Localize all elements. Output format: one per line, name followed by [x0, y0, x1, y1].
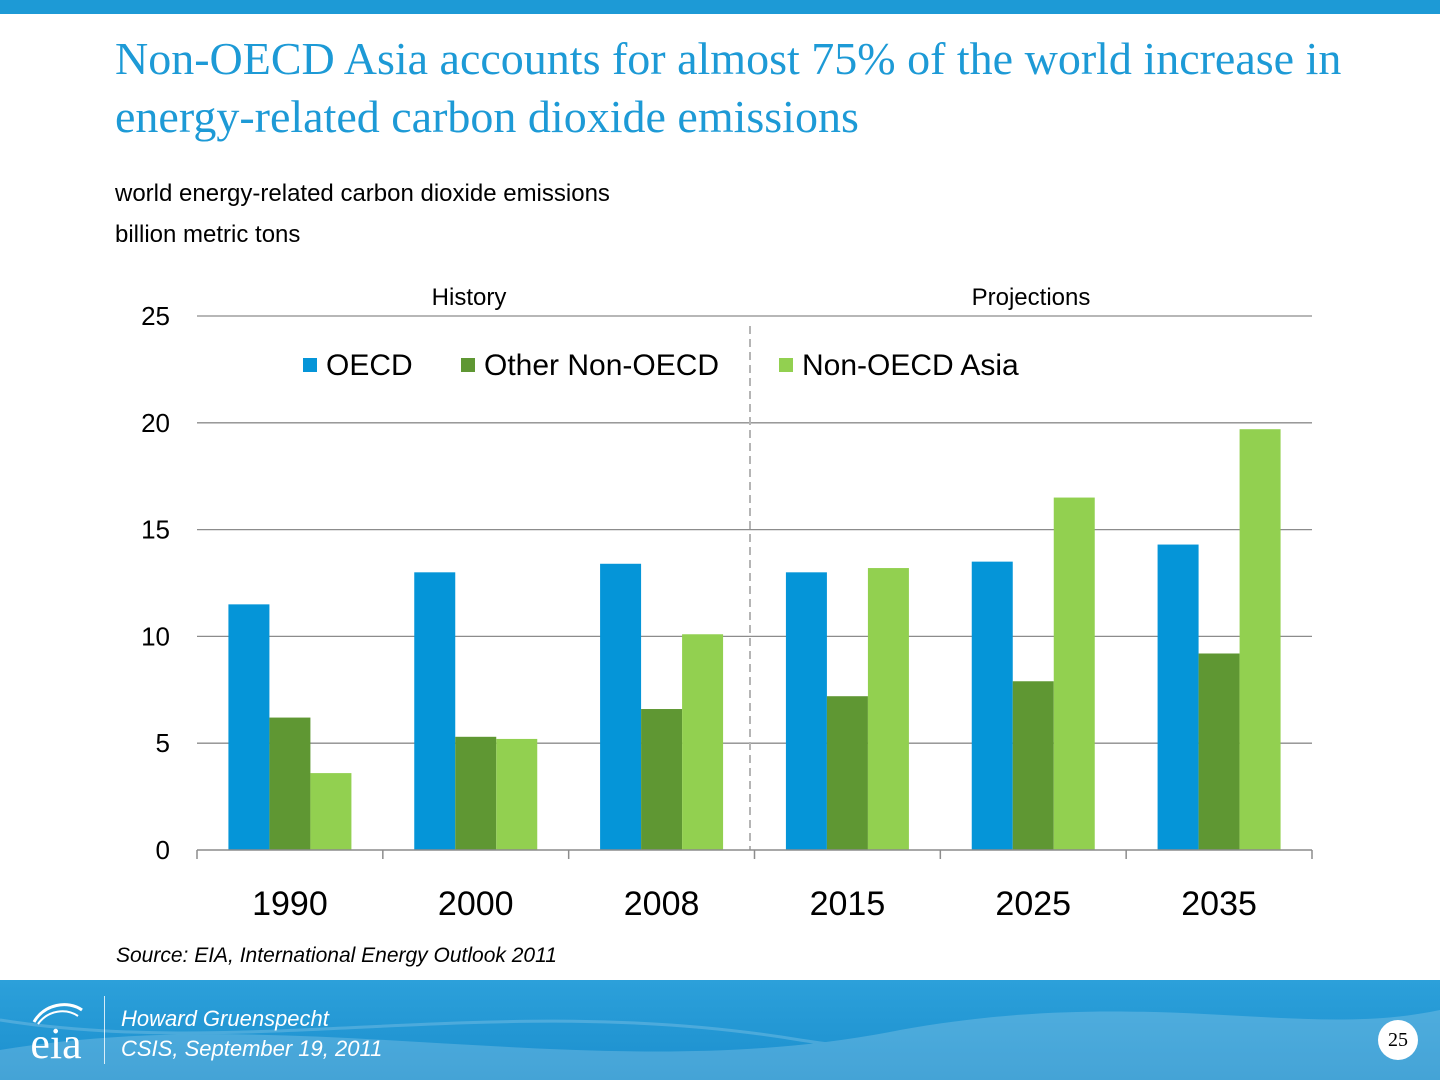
- legend-label: Non-OECD Asia: [802, 349, 1019, 382]
- legend-label: OECD: [326, 349, 413, 382]
- history-label: History: [432, 284, 507, 311]
- bar-non-oecd-asia-2008: [682, 634, 724, 850]
- bar-other-non-oecd-2008: [641, 709, 683, 850]
- bar-other-non-oecd-2035: [1198, 653, 1240, 850]
- bars: [228, 429, 1281, 850]
- logo-text: eia: [30, 1019, 82, 1068]
- bar-oecd-2008: [600, 563, 642, 850]
- legend-swatch: [779, 358, 793, 372]
- legend-label: Other Non-OECD: [484, 349, 719, 382]
- y-tick-label: 15: [141, 515, 170, 545]
- slide-title: Non-OECD Asia accounts for almost 75% of…: [115, 33, 1342, 142]
- eia-logo: eia: [16, 996, 96, 1066]
- footer-wave-pattern: [0, 1010, 1440, 1080]
- y-axis-labels: 0 5 10 15 20 25: [141, 301, 170, 865]
- y-tick-label: 20: [141, 408, 170, 438]
- top-accent-bar: [0, 0, 1440, 14]
- x-axis-labels: 1990 2000 2008 2015 2025 2035: [252, 885, 1257, 923]
- bar-non-oecd-asia-2000: [496, 738, 538, 850]
- x-tick-label: 1990: [252, 885, 328, 923]
- y-tick-label: 10: [141, 621, 170, 651]
- projections-label: Projections: [972, 284, 1091, 311]
- x-tick-label: 2025: [995, 885, 1071, 923]
- y-tick-label: 25: [141, 301, 170, 331]
- footer: eia Howard Gruenspecht CSIS, September 1…: [0, 980, 1440, 1080]
- chart-subtitle: world energy-related carbon dioxide emis…: [115, 180, 610, 207]
- bar-non-oecd-asia-2015: [867, 568, 909, 850]
- bar-non-oecd-asia-2025: [1053, 497, 1095, 850]
- y-tick-label: 5: [156, 728, 170, 758]
- bar-oecd-1990: [228, 604, 270, 850]
- x-tick-label: 2035: [1181, 885, 1257, 923]
- bar-other-non-oecd-1990: [269, 717, 311, 850]
- legend-swatch: [303, 358, 317, 372]
- bar-oecd-2000: [414, 572, 456, 850]
- bar-other-non-oecd-2000: [455, 736, 497, 850]
- presenter-name: Howard Gruenspecht: [121, 1006, 329, 1031]
- legend: OECD Other Non-OECD Non-OECD Asia: [303, 349, 1019, 382]
- x-tick-label: 2008: [624, 885, 700, 923]
- bar-other-non-oecd-2015: [826, 696, 868, 850]
- event-info: CSIS, September 19, 2011: [121, 1036, 383, 1061]
- logo-swoosh-icon: [32, 1003, 83, 1025]
- bar-oecd-2025: [971, 561, 1013, 850]
- source-note: Source: EIA, International Energy Outloo…: [116, 944, 557, 967]
- x-tick-label: 2015: [810, 885, 886, 923]
- x-axis: [196, 849, 1313, 859]
- bar-oecd-2015: [785, 572, 827, 850]
- y-tick-label: 0: [156, 835, 170, 865]
- page-number: 25: [1378, 1020, 1418, 1060]
- chart-units: billion metric tons: [115, 221, 301, 248]
- legend-swatch: [461, 358, 475, 372]
- x-tick-label: 2000: [438, 885, 514, 923]
- gridlines: [197, 315, 1312, 744]
- bar-non-oecd-asia-1990: [310, 773, 352, 850]
- bar-oecd-2035: [1157, 544, 1199, 850]
- bar-other-non-oecd-2025: [1012, 681, 1054, 850]
- footer-divider: [104, 996, 105, 1064]
- bar-non-oecd-asia-2035: [1239, 429, 1281, 850]
